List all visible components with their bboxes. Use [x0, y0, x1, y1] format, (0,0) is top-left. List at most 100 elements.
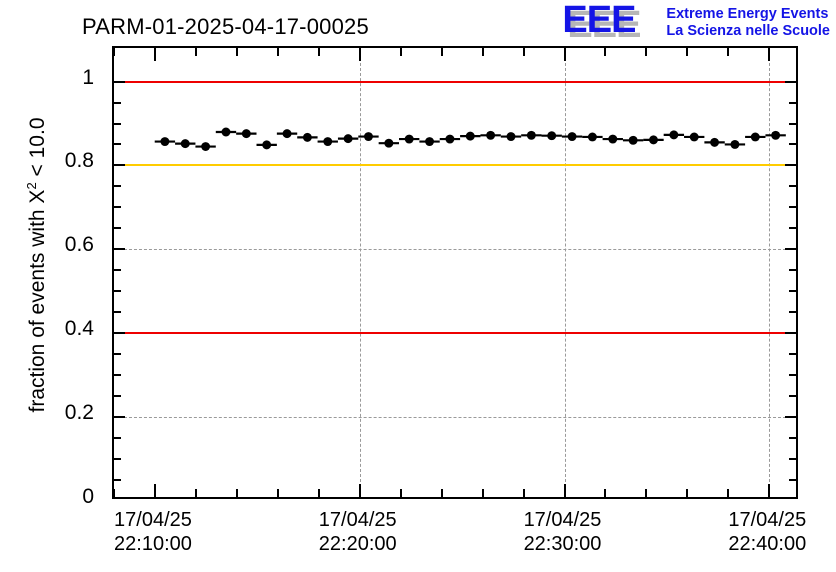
x-tick-major — [563, 484, 566, 497]
eee-logo-shadow: EEE — [567, 4, 641, 46]
y-tick-right-major — [785, 80, 796, 83]
y-tick-label: 0.2 — [64, 401, 94, 425]
x-tick-minor — [114, 489, 115, 497]
data-point — [425, 137, 435, 147]
data-point — [404, 134, 414, 144]
y-tick-right-minor — [789, 227, 796, 230]
x-tick-label-time: 22:40:00 — [728, 533, 807, 555]
x-tick-label-date: 17/04/25 — [728, 509, 807, 531]
eee-logo-letters: EEE — [562, 0, 636, 41]
plot-area — [112, 46, 798, 499]
data-point — [689, 132, 699, 142]
reference-line-upper-red-limit — [114, 80, 796, 83]
x-tick-top-minor — [317, 48, 320, 56]
data-point — [384, 138, 394, 148]
y-tick-right-minor — [789, 101, 796, 104]
x-tick-top-minor — [727, 48, 730, 56]
y-tick-right-minor — [789, 374, 796, 377]
y-tick-minor — [114, 353, 121, 356]
gridline-vertical — [564, 48, 566, 497]
x-tick-minor — [194, 489, 197, 497]
reference-line-lower-red-limit — [114, 332, 796, 335]
y-tick-minor — [114, 437, 121, 440]
y-tick-right-minor — [789, 269, 796, 272]
x-tick-top-minor — [522, 48, 525, 56]
y-tick-major — [114, 164, 125, 167]
y-tick-minor — [114, 143, 121, 146]
data-point — [750, 132, 760, 142]
x-tick-label-time: 22:10:00 — [114, 533, 192, 555]
x-tick-top-major — [768, 48, 771, 61]
gridline-vertical — [359, 48, 361, 497]
data-point — [547, 131, 557, 141]
data-point — [465, 131, 475, 141]
x-tick-top-minor — [645, 48, 648, 56]
eee-logo: EEE EEE Extreme Energy Events La Scienza… — [562, 0, 830, 46]
x-tick-top-minor — [604, 48, 607, 56]
data-point — [526, 130, 536, 140]
y-tick-label: 0.4 — [64, 317, 94, 341]
y-tick-minor — [114, 269, 121, 272]
data-point — [221, 127, 231, 137]
x-tick-major — [358, 484, 361, 497]
y-axis-tick-labels: 0 0.2 0.4 0.6 0.8 1 — [0, 0, 104, 572]
plot-inner — [114, 48, 796, 497]
y-tick-right-minor — [789, 311, 796, 314]
y-tick-right-minor — [789, 206, 796, 209]
data-point — [201, 142, 211, 151]
data-point — [628, 135, 638, 145]
y-tick-minor — [114, 395, 121, 398]
y-tick-major — [114, 332, 125, 335]
y-tick-label: 0 — [82, 485, 94, 508]
x-tick-minor — [522, 489, 525, 497]
x-tick-top-minor — [481, 48, 484, 56]
y-tick-right-major — [785, 416, 796, 419]
y-tick-minor — [114, 227, 121, 230]
data-point — [649, 135, 658, 145]
x-tick-label: 17/04/25 22:10:00 — [78, 508, 228, 556]
x-tick-minor — [440, 489, 443, 497]
data-point — [567, 132, 577, 142]
y-tick-major — [114, 248, 125, 251]
gridline-horizontal — [114, 249, 796, 251]
y-tick-right-minor — [789, 479, 796, 482]
x-tick-top-minor — [235, 48, 238, 56]
y-tick-minor — [114, 101, 121, 104]
y-tick-minor — [114, 458, 121, 461]
y-tick-minor — [114, 185, 121, 188]
data-point — [180, 139, 190, 149]
x-tick-top-major — [358, 48, 361, 61]
x-tick-top-major — [563, 48, 566, 61]
data-point — [669, 130, 679, 140]
page-title: PARM-01-2025-04-17-00025 — [82, 14, 369, 39]
y-tick-right-minor — [789, 437, 796, 440]
data-point — [302, 132, 312, 142]
data-point — [323, 137, 333, 147]
x-tick-top-minor — [440, 48, 443, 56]
x-tick-minor — [276, 489, 279, 497]
x-tick-major — [768, 484, 771, 497]
x-tick-top-major — [153, 48, 156, 61]
data-point — [364, 132, 373, 142]
y-tick-minor — [114, 479, 121, 482]
x-tick-label: 17/04/25 22:40:00 — [692, 508, 836, 556]
y-tick-minor — [114, 122, 121, 125]
y-tick-major — [114, 80, 125, 83]
eee-logo-mark: EEE EEE — [562, 0, 660, 46]
data-point — [608, 134, 618, 144]
data-point — [282, 129, 292, 139]
x-tick-top-minor — [114, 48, 115, 56]
y-tick-right-minor — [789, 185, 796, 188]
x-tick-top-minor — [276, 48, 279, 56]
eee-logo-line2: La Scienza nelle Scuole — [666, 23, 830, 39]
y-tick-label: 0.6 — [64, 233, 94, 257]
gridline-horizontal — [114, 417, 796, 419]
data-point — [445, 134, 455, 144]
y-tick-minor — [114, 206, 121, 209]
x-tick-major — [153, 484, 156, 497]
y-tick-minor — [114, 290, 121, 293]
y-tick-right-minor — [789, 143, 796, 146]
x-tick-minor — [399, 489, 402, 497]
data-point — [730, 139, 740, 149]
x-tick-label-date: 17/04/25 — [318, 509, 397, 531]
